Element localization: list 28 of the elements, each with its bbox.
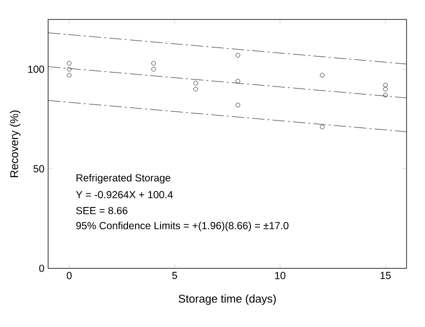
point bbox=[236, 79, 240, 84]
x-tick-label: 10 bbox=[275, 272, 286, 280]
x-tick-label: 0 bbox=[66, 272, 72, 280]
point bbox=[66, 73, 72, 78]
y-tick-label: 100 bbox=[28, 66, 44, 74]
point bbox=[151, 61, 156, 66]
y-axis-title: Recovery (%) bbox=[10, 110, 20, 178]
point bbox=[383, 93, 388, 98]
point bbox=[320, 73, 324, 78]
point bbox=[383, 83, 388, 88]
point bbox=[66, 61, 72, 66]
point bbox=[320, 124, 324, 130]
annotation: SEE = 8.66 bbox=[76, 207, 128, 214]
point bbox=[66, 67, 72, 72]
annotation: 95% Confidence Limits = +(1.96)(8.66) = ±17.0 bbox=[76, 222, 288, 232]
x-axis-title: Storage time (days) bbox=[178, 294, 276, 306]
annotation: Refrigerated Storage bbox=[76, 174, 170, 184]
point bbox=[236, 102, 240, 108]
x-tick-label: 5 bbox=[172, 272, 178, 280]
point bbox=[383, 87, 388, 92]
point bbox=[193, 81, 198, 86]
point bbox=[236, 53, 240, 58]
annotation: Y = -0.9264X + 100.4 bbox=[76, 191, 173, 198]
point bbox=[193, 87, 198, 92]
y-tick-label: 0 bbox=[39, 264, 44, 272]
y-tick-label: 50 bbox=[34, 165, 44, 173]
point bbox=[151, 67, 156, 72]
x-tick-label: 15 bbox=[380, 272, 391, 280]
